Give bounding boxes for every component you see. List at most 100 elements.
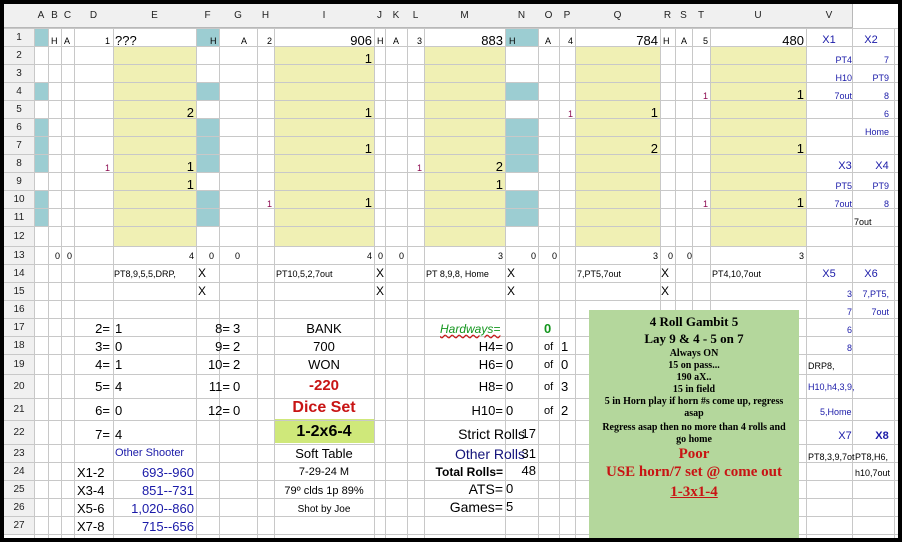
row-header-15[interactable]: 15: [4, 282, 35, 301]
row-header-13[interactable]: 13: [4, 246, 35, 265]
row-header-24[interactable]: 24: [4, 462, 35, 481]
column-gridline: [407, 28, 408, 538]
row-header-27[interactable]: 27: [4, 516, 35, 535]
column-header-h[interactable]: H: [257, 4, 275, 28]
r1-s3[interactable]: 883: [481, 33, 503, 48]
row-header-2[interactable]: 2: [4, 46, 35, 65]
column-header-a[interactable]: A: [34, 4, 49, 28]
row-header-22[interactable]: 22: [4, 420, 35, 445]
row-gridline: [4, 264, 898, 265]
r1-a2: A: [241, 36, 248, 46]
row-header-9[interactable]: 9: [4, 172, 35, 191]
column-header-q[interactable]: Q: [575, 4, 661, 28]
row-gridline: [4, 226, 898, 227]
row-gridline: [4, 28, 898, 29]
row-gridline: [4, 398, 898, 399]
f19: 2: [233, 357, 241, 372]
column-header-c[interactable]: C: [61, 4, 75, 28]
row-header-10[interactable]: 10: [4, 190, 35, 209]
h8-count: 3: [561, 379, 569, 394]
column-header-e[interactable]: E: [113, 4, 197, 28]
column-header-o[interactable]: O: [538, 4, 560, 28]
h4-value: 0: [506, 339, 514, 354]
r1-q1[interactable]: ???: [115, 33, 137, 48]
row-header-3[interactable]: 3: [4, 64, 35, 83]
r1-s5[interactable]: 480: [782, 33, 804, 48]
s10: 1: [702, 199, 708, 209]
column-header-d[interactable]: D: [74, 4, 114, 28]
column-header-i[interactable]: I: [274, 4, 375, 28]
row-header-16[interactable]: 16: [4, 300, 35, 319]
column-header-r[interactable]: R: [660, 4, 676, 28]
r1-h5: H: [663, 36, 670, 46]
h10-value: 0: [506, 403, 514, 418]
row-header-21[interactable]: 21: [4, 398, 35, 421]
f18: 2: [233, 339, 241, 354]
r1-a4: A: [545, 36, 552, 46]
column-gridline: [48, 28, 49, 538]
r1-s2[interactable]: 906: [350, 33, 372, 48]
teal-cell: [34, 118, 48, 136]
v11: 7out: [854, 217, 872, 227]
r1-s4[interactable]: 784: [636, 33, 658, 48]
u3: H10: [835, 73, 852, 83]
column-header-s[interactable]: S: [675, 4, 693, 28]
column-header-u[interactable]: U: [710, 4, 807, 28]
r13-e: 0: [208, 251, 214, 261]
yellow-block-d: [113, 46, 196, 246]
row-header-8[interactable]: 8: [4, 154, 35, 173]
ats-label: ATS=: [468, 481, 503, 497]
corner-select-all[interactable]: [4, 4, 35, 28]
column-header-k[interactable]: K: [385, 4, 408, 28]
column-gridline: [61, 28, 62, 538]
v9: PT9: [872, 181, 889, 191]
row-header-11[interactable]: 11: [4, 208, 35, 227]
row-header-7[interactable]: 7: [4, 136, 35, 155]
row-header-23[interactable]: 23: [4, 444, 35, 463]
o5: 1: [567, 109, 573, 119]
row-header-19[interactable]: 19: [4, 354, 35, 375]
column-header-m[interactable]: M: [424, 4, 506, 28]
column-header-g[interactable]: G: [219, 4, 258, 28]
l9: 1: [495, 177, 503, 192]
row-header-4[interactable]: 4: [4, 82, 35, 101]
teal-cell: [34, 208, 48, 226]
column-header-b[interactable]: B: [48, 4, 62, 28]
r13-i: 0: [377, 251, 383, 261]
d21: 0: [115, 403, 123, 418]
d20: 4: [115, 379, 123, 394]
row-header-1[interactable]: 1: [4, 28, 35, 47]
row-header-25[interactable]: 25: [4, 480, 35, 499]
row-header-20[interactable]: 20: [4, 374, 35, 399]
h6-value: 0: [506, 357, 514, 372]
r1-h4: H: [509, 36, 516, 46]
row-header-14[interactable]: 14: [4, 264, 35, 283]
column-header-t[interactable]: T: [692, 4, 711, 28]
c18: 3=: [95, 339, 110, 354]
row-header-18[interactable]: 18: [4, 336, 35, 355]
x56-value: 1,020--860: [131, 501, 194, 516]
column-header-n[interactable]: N: [505, 4, 539, 28]
row-header-12[interactable]: 12: [4, 226, 35, 247]
column-gridline: [374, 28, 375, 538]
column-gridline: [894, 28, 895, 538]
row-header-17[interactable]: 17: [4, 318, 35, 337]
x34-label: X3-4: [77, 483, 105, 498]
total-rolls-value: 48: [521, 463, 536, 478]
row-header-26[interactable]: 26: [4, 498, 35, 517]
r1-a1: A: [64, 36, 71, 46]
column-header-l[interactable]: L: [407, 4, 425, 28]
row-gridline: [4, 246, 898, 247]
column-gridline: [274, 28, 275, 538]
column-header-v[interactable]: V: [806, 4, 853, 28]
row-gridline: [4, 136, 898, 137]
r14-m: X: [507, 266, 516, 280]
column-header-f[interactable]: F: [196, 4, 220, 28]
row-header-6[interactable]: 6: [4, 118, 35, 137]
row-header-5[interactable]: 5: [4, 100, 35, 119]
x4: X4: [875, 160, 889, 172]
d17: 1: [115, 321, 123, 336]
column-header-p[interactable]: P: [559, 4, 576, 28]
r13-r: 0: [686, 251, 692, 261]
e18: 9=: [215, 339, 230, 354]
